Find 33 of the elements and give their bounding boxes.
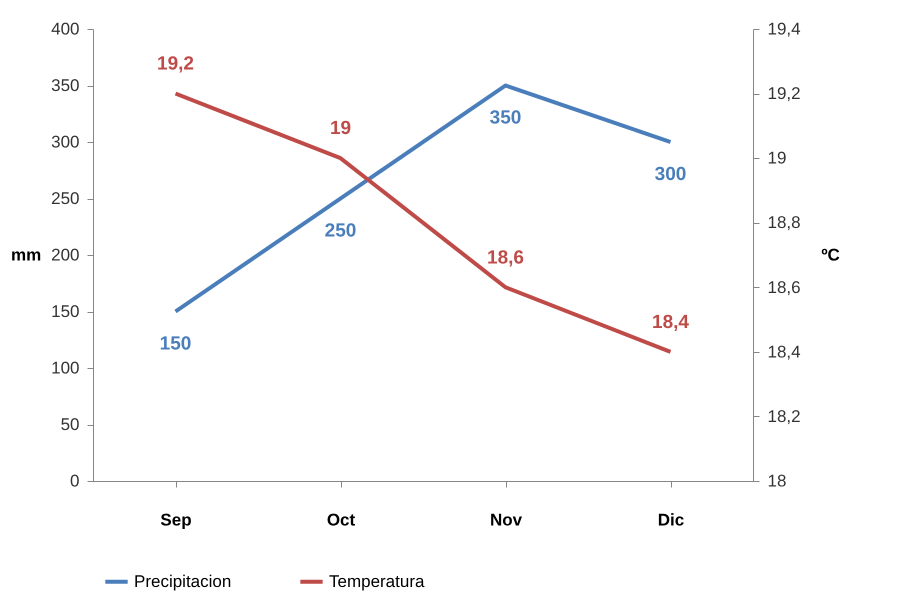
y2-axis-title: ºC (821, 246, 840, 264)
y-tick-label: 350 (51, 76, 80, 95)
y2-tick-label: 18,6 (768, 278, 801, 297)
data-label: 250 (324, 220, 356, 242)
data-label: 19 (330, 118, 352, 140)
y-tick-label: 400 (51, 20, 80, 38)
y-tick-label: 50 (60, 415, 80, 434)
y2-tick-label: 18,4 (768, 342, 801, 362)
x-tick-label: Oct (326, 510, 356, 530)
data-label: 18,6 (487, 247, 524, 268)
data-label: 350 (490, 108, 522, 128)
y2-tick-label: 19,4 (768, 20, 801, 38)
y-tick-label: 100 (51, 358, 80, 378)
y-axis-title: mm (11, 246, 42, 264)
data-label: 150 (160, 334, 192, 354)
y2-tick-label: 18 (768, 472, 786, 490)
data-label: 300 (654, 164, 686, 185)
legend-label: Precipitacion (134, 572, 232, 591)
y-tick-label: 0 (70, 472, 80, 490)
y-tick-label: 250 (51, 189, 80, 208)
legend-label: Temperatura (329, 572, 425, 591)
y2-tick-label: 19 (768, 148, 786, 168)
y-tick-label: 300 (51, 132, 80, 152)
x-tick-label: Dic (658, 510, 684, 530)
x-tick-label: Sep (160, 510, 192, 530)
x-tick-label: Nov (490, 510, 523, 530)
data-label: 19,2 (157, 54, 194, 75)
y2-tick-label: 18,2 (768, 406, 801, 426)
y2-tick-label: 19,2 (768, 84, 801, 104)
y2-tick-label: 18,8 (768, 213, 801, 232)
y-tick-label: 150 (51, 302, 80, 321)
data-label: 18,4 (652, 312, 690, 333)
y-tick-label: 200 (51, 246, 80, 264)
